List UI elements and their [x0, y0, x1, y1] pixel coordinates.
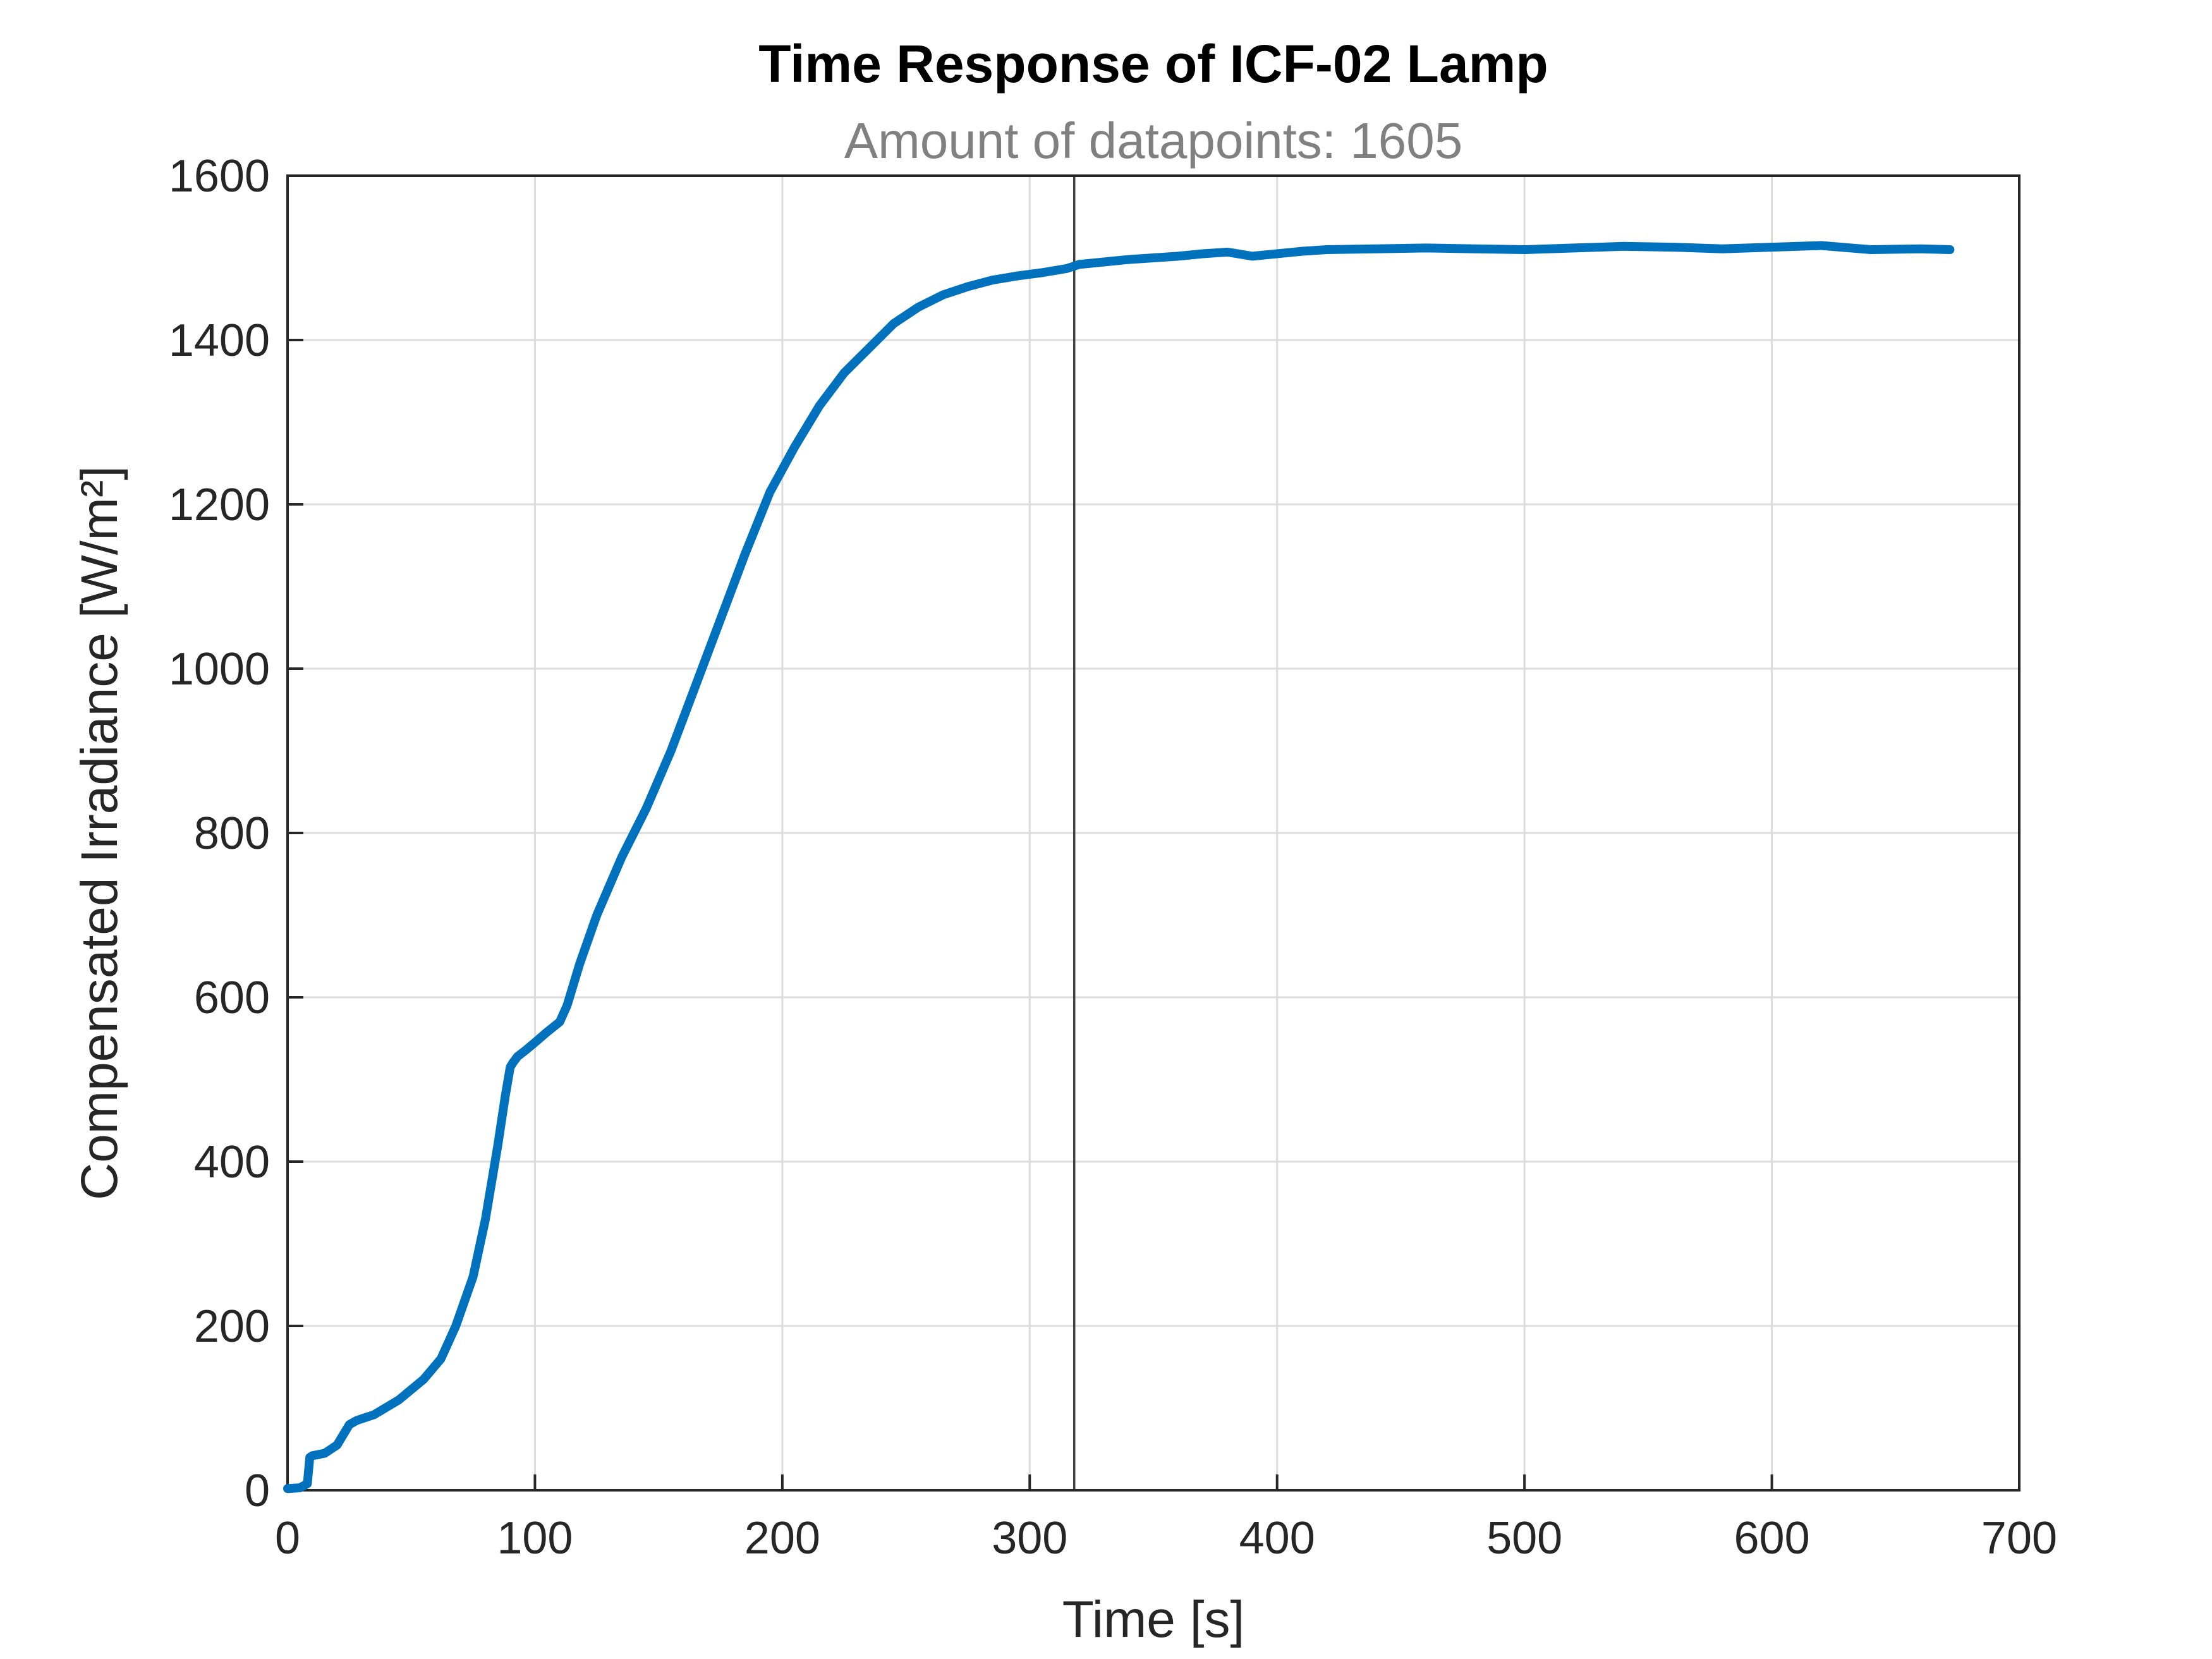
chart-subtitle: Amount of datapoints: 1605	[844, 112, 1462, 169]
x-tick-label: 0	[275, 1513, 300, 1564]
y-tick-label: 800	[194, 808, 270, 859]
y-tick-label: 1200	[169, 480, 270, 530]
y-tick-label: 1600	[169, 151, 270, 202]
y-tick-label: 600	[194, 973, 270, 1023]
y-tick-label: 1400	[169, 315, 270, 366]
y-axis-label: Compensated Irradiance [W/m²]	[71, 466, 128, 1200]
chart-title: Time Response of ICF-02 Lamp	[758, 34, 1548, 94]
series-line	[283, 241, 1955, 1493]
x-tick-label: 100	[497, 1513, 573, 1564]
y-tick-label: 400	[194, 1137, 270, 1188]
x-axis-label: Time [s]	[1062, 1591, 1245, 1648]
y-tick-label: 1000	[169, 644, 270, 695]
x-tick-label: 300	[992, 1513, 1067, 1564]
grid-layer	[286, 174, 2021, 1492]
y-tick-label: 200	[194, 1301, 270, 1352]
y-tick-labels: 0 200 400 600 800 1000 1200 1400 1600	[169, 151, 270, 1516]
y-tick-label: 0	[245, 1466, 270, 1516]
tick-marks	[286, 174, 2021, 1492]
x-tick-label: 700	[1981, 1513, 2057, 1564]
x-tick-label: 600	[1734, 1513, 1810, 1564]
x-tick-label: 500	[1486, 1513, 1562, 1564]
x-tick-label: 200	[744, 1513, 820, 1564]
x-tick-labels: 0 100 200 300 400 500 600 700	[275, 1513, 2057, 1564]
x-tick-label: 400	[1239, 1513, 1315, 1564]
